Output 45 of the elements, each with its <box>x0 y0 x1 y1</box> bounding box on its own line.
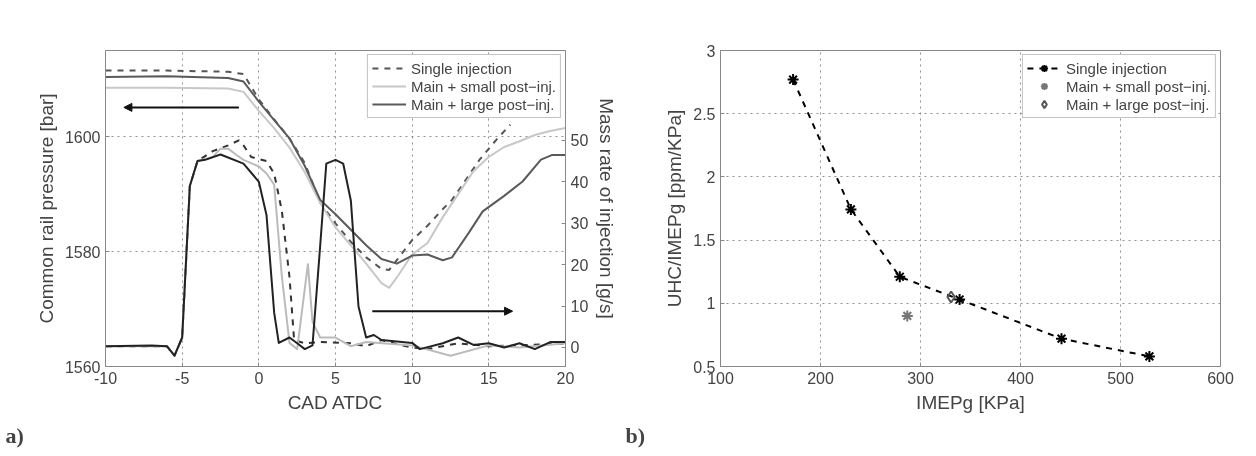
y2-tick-label: 50 <box>570 132 589 150</box>
x-tick-label: 300 <box>907 369 934 387</box>
x-axis-title: IMEPg [KPa] <box>916 391 1025 413</box>
y2-axis-title: Mass rate of injection [g/s] <box>596 98 618 319</box>
point <box>946 290 956 304</box>
text: a) <box>5 422 24 448</box>
x-tick-label: 400 <box>1007 369 1034 387</box>
legend-label: Main + large post−inj. <box>1065 95 1210 113</box>
y-tick-label: 3 <box>706 42 716 60</box>
x-tick-label: -5 <box>175 369 190 387</box>
y-tick-label: 2 <box>706 168 716 186</box>
point <box>1142 349 1156 363</box>
y-tick-label: 1.5 <box>693 232 716 250</box>
x-tick-label: 600 <box>1207 369 1234 387</box>
point <box>900 309 914 323</box>
y2-tick-label: 20 <box>570 256 589 274</box>
x-tick-label: 10 <box>403 369 422 387</box>
legend-label: Main + large post−inj. <box>410 95 555 113</box>
y-tick-label: 1580 <box>64 243 101 261</box>
y-axis-title: Common rail pressure [bar] <box>35 93 57 324</box>
y2-tick-label: 10 <box>570 298 589 316</box>
point <box>953 293 967 307</box>
x-tick-label: 0 <box>254 369 264 387</box>
point <box>844 202 858 216</box>
text: b) <box>625 422 646 448</box>
x-tick-label: 20 <box>556 369 575 387</box>
y-tick-label: 1600 <box>64 128 101 146</box>
point <box>893 270 907 284</box>
y2-tick-label: 30 <box>570 215 589 233</box>
legend-label: Main + small post−inj. <box>410 77 556 95</box>
legend-label: Single injection <box>410 59 512 77</box>
legend-label: Main + small post−inj. <box>1065 77 1211 95</box>
x-tick-label: 5 <box>331 369 341 387</box>
x-tick-label: 200 <box>807 369 834 387</box>
legend-label: Single injection <box>1065 59 1167 77</box>
y-tick-label: 2.5 <box>693 105 716 123</box>
point <box>1055 332 1068 346</box>
y2-tick-label: 0 <box>570 339 580 357</box>
y2-tick-label: 40 <box>570 173 589 191</box>
x-axis-title: CAD ATDC <box>287 391 383 413</box>
point <box>786 73 800 87</box>
y-axis-title: UHC/IMEPg [ppm/KPa] <box>664 109 686 308</box>
y-tick-label: 1 <box>706 295 716 313</box>
x-tick-label: 500 <box>1107 369 1134 387</box>
x-tick-label: 15 <box>479 369 498 387</box>
